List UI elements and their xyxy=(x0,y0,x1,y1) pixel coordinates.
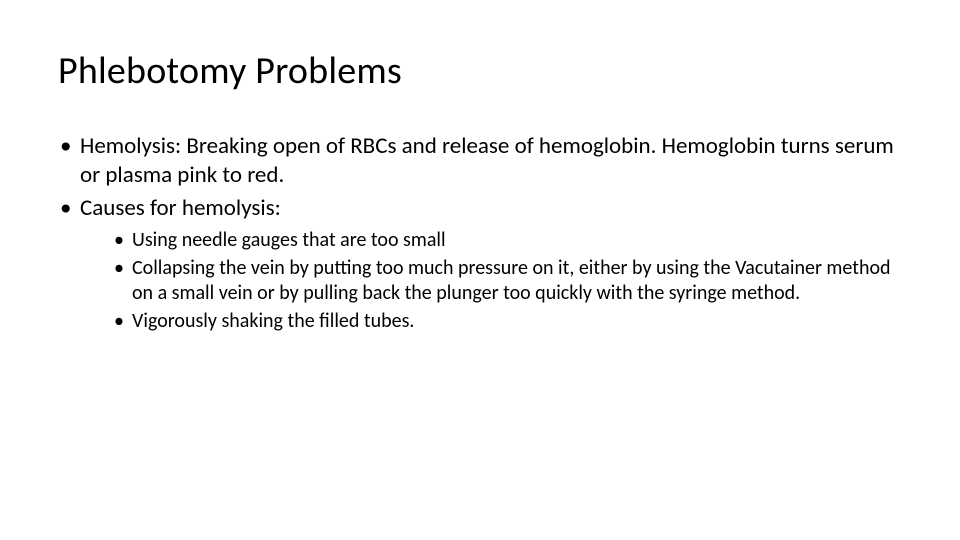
list-item: Using needle gauges that are too small xyxy=(112,228,902,253)
list-item-text: Collapsing the vein by putting too much … xyxy=(132,256,891,305)
list-item-text: Hemolysis: Breaking open of RBCs and rel… xyxy=(80,132,894,189)
list-item: Collapsing the vein by putting too much … xyxy=(112,256,902,306)
page-title: Phlebotomy Problems xyxy=(58,48,902,94)
bullet-list-level2: Using needle gauges that are too small C… xyxy=(112,228,902,333)
slide: Phlebotomy Problems Hemolysis: Breaking … xyxy=(0,0,960,540)
list-item: Vigorously shaking the filled tubes. xyxy=(112,309,902,334)
bullet-list-level1: Hemolysis: Breaking open of RBCs and rel… xyxy=(58,132,902,333)
list-item-text: Using needle gauges that are too small xyxy=(132,228,446,252)
list-item: Causes for hemolysis: Using needle gauge… xyxy=(58,194,902,334)
list-item-text: Vigorously shaking the filled tubes. xyxy=(132,309,414,333)
list-item: Hemolysis: Breaking open of RBCs and rel… xyxy=(58,132,902,190)
list-item-text: Causes for hemolysis: xyxy=(80,194,281,222)
